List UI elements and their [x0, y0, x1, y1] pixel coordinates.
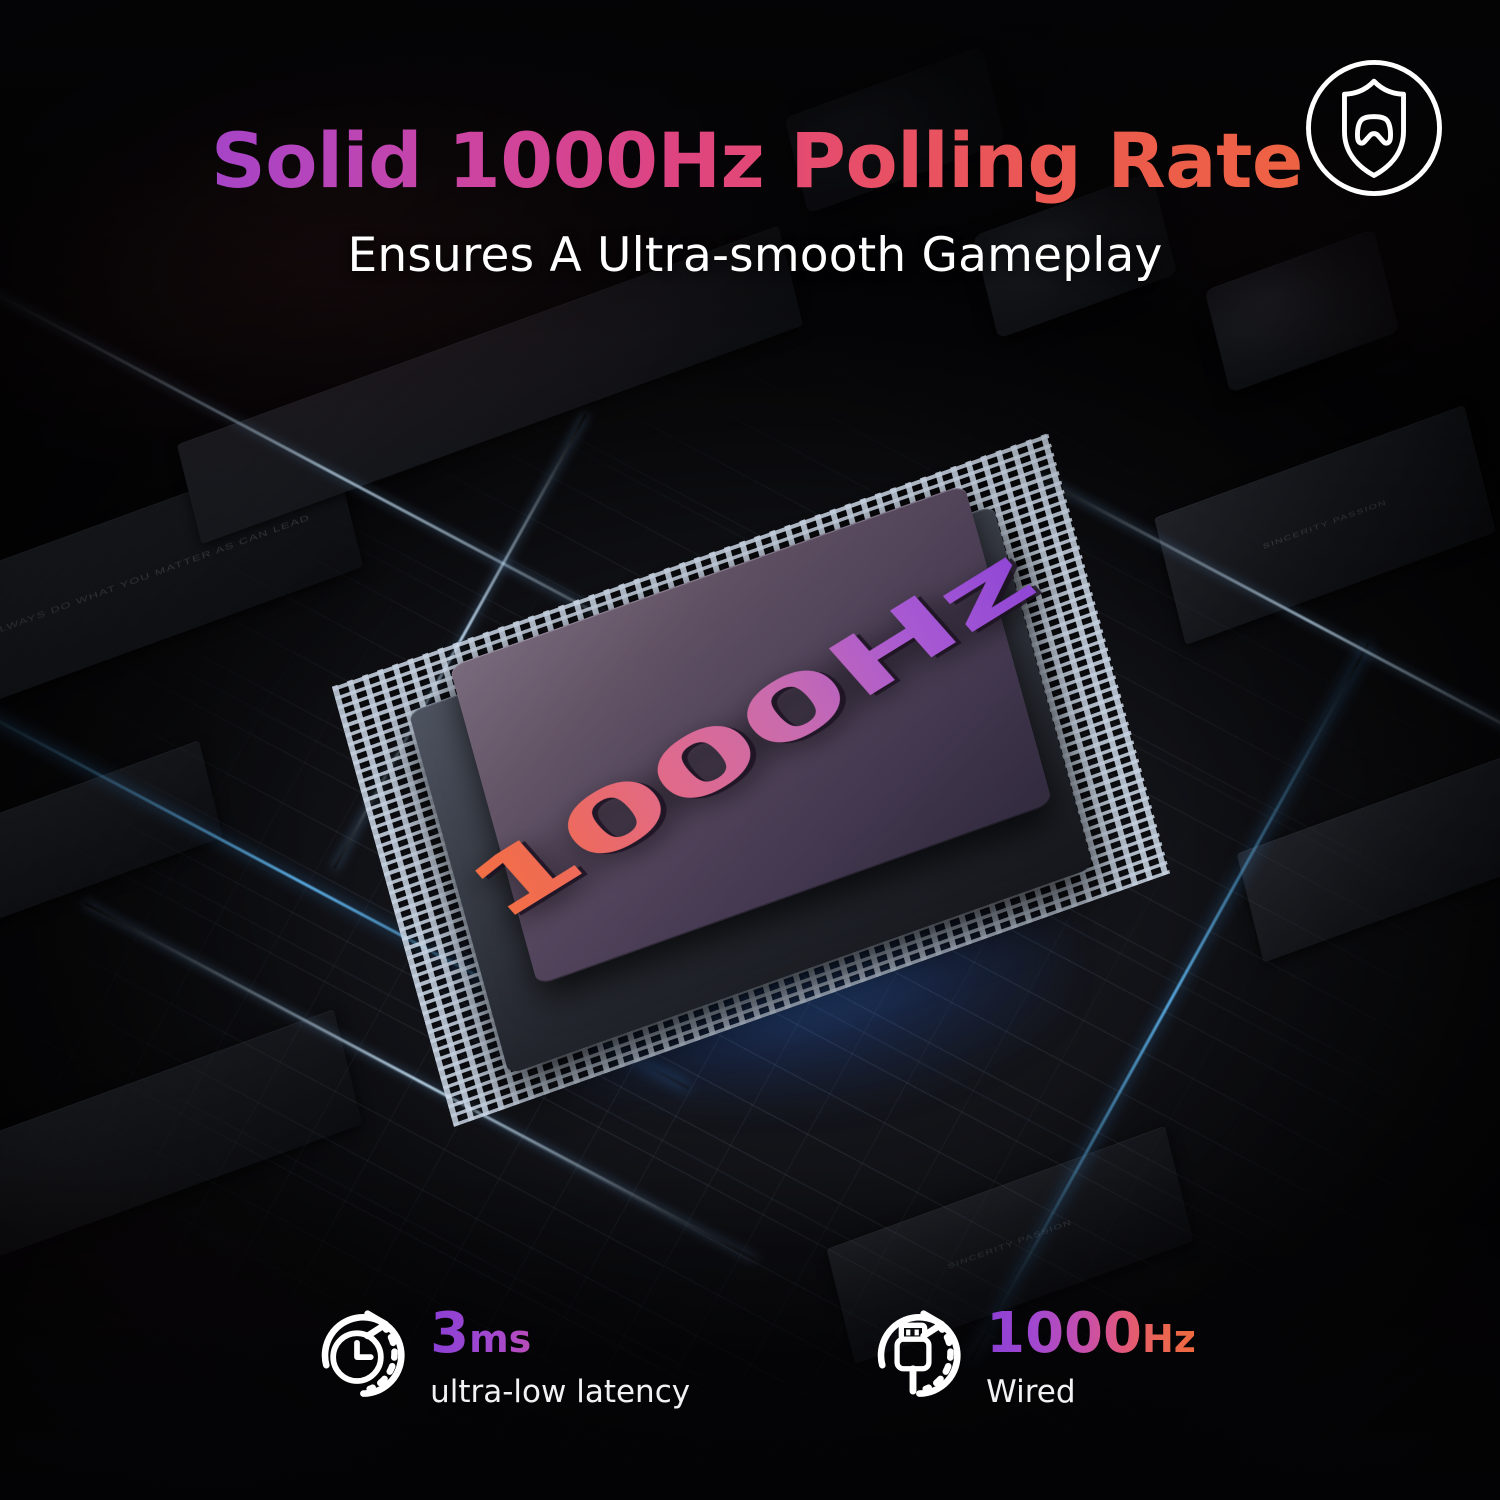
- feature-polling-text: 1000Hz Wired: [986, 1300, 1196, 1410]
- feature-latency-text: 3ms ultra-low latency: [430, 1300, 690, 1410]
- usb-arc-dashed: [922, 1322, 954, 1393]
- cpu-chip-hero: 1000Hz: [186, 430, 1316, 1130]
- clock-hands: [354, 1339, 374, 1360]
- feature-latency: 3ms ultra-low latency: [304, 1300, 690, 1410]
- usb-pin-left: [906, 1329, 911, 1336]
- badge-circle-outline: [1306, 60, 1442, 196]
- clock-refresh-icon: [304, 1302, 410, 1408]
- usb-refresh-icon: [860, 1302, 966, 1408]
- shield-gamepad-badge: [1302, 56, 1446, 200]
- clock-face: [330, 1330, 384, 1384]
- usb-plug-body: [894, 1336, 932, 1372]
- usb-pin-right: [914, 1329, 919, 1336]
- value-unit: ms: [469, 1317, 532, 1361]
- gamepad-icon: [1355, 114, 1393, 146]
- feature-latency-caption: ultra-low latency: [430, 1374, 691, 1410]
- value-number: 1000: [986, 1301, 1142, 1366]
- subheadline: Ensures A Ultra-smooth Gameplay: [347, 228, 1163, 283]
- feature-polling: 1000Hz Wired: [860, 1300, 1196, 1410]
- value-number: 3: [430, 1301, 470, 1366]
- feature-row: 3ms ultra-low latency 1000Hz Wi: [0, 1300, 1500, 1410]
- clock-arrow-head: [364, 1310, 389, 1340]
- feature-latency-value: 3ms: [430, 1306, 690, 1362]
- value-unit: Hz: [1141, 1317, 1196, 1361]
- usb-arrow-head: [920, 1310, 946, 1340]
- clock-arc-dashed: [366, 1322, 398, 1393]
- headline: Solid 1000Hz Polling Rate: [0, 116, 1500, 205]
- feature-polling-value: 1000Hz: [986, 1306, 1196, 1362]
- feature-polling-caption: Wired: [986, 1374, 1076, 1410]
- shield-outline: [1342, 78, 1406, 178]
